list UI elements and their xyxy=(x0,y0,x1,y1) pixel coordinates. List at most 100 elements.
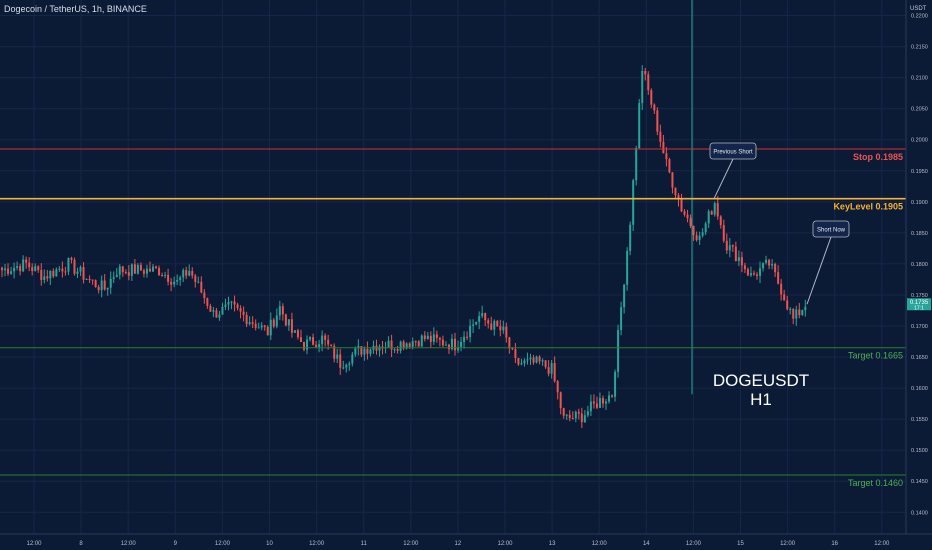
candle-up xyxy=(737,257,740,262)
candle-down xyxy=(28,262,31,268)
candle-down xyxy=(37,266,40,271)
candle-down xyxy=(686,214,689,219)
candle-up xyxy=(130,264,133,276)
candle-up xyxy=(583,415,586,423)
candle-down xyxy=(233,301,236,305)
candle-up xyxy=(106,287,109,290)
candle-down xyxy=(665,153,668,160)
candle-down xyxy=(155,266,158,269)
candle-up xyxy=(586,411,589,416)
candle-down xyxy=(402,341,405,349)
candle-up xyxy=(278,306,281,316)
candle-down xyxy=(40,270,43,281)
candle-down xyxy=(447,344,450,350)
candle-up xyxy=(795,309,798,319)
candle-up xyxy=(405,343,408,349)
candle-down xyxy=(490,323,493,330)
candle-down xyxy=(139,264,142,271)
candle-up xyxy=(309,337,312,340)
candle-up xyxy=(523,360,526,364)
candle-up xyxy=(354,348,357,355)
candle-down xyxy=(650,90,653,105)
candle-up xyxy=(626,250,629,285)
level-label-stop: Stop 0.1985 xyxy=(853,152,903,162)
candle-down xyxy=(496,320,499,327)
candle-up xyxy=(188,270,191,276)
candle-down xyxy=(215,310,218,318)
candle-down xyxy=(64,271,67,273)
candle-up xyxy=(212,310,215,312)
candle-down xyxy=(780,283,783,295)
candle-down xyxy=(161,275,164,277)
candle-up xyxy=(275,315,278,327)
candle-up xyxy=(457,347,460,351)
candle-down xyxy=(303,341,305,350)
candle-down xyxy=(677,195,680,200)
candle-up xyxy=(641,70,644,104)
candle-down xyxy=(517,357,520,365)
price-tick-label: 0.1400 xyxy=(911,510,928,516)
time-tick-label: 12:00 xyxy=(497,541,513,547)
candle-down xyxy=(756,274,758,276)
price-tick-label: 0.2200 xyxy=(911,14,928,20)
candle-up xyxy=(248,322,251,325)
candle-down xyxy=(532,357,535,363)
time-tick-label: 12:00 xyxy=(215,541,231,547)
candle-up xyxy=(182,270,185,278)
candle-up xyxy=(629,224,632,251)
annotation-pointer xyxy=(713,158,734,199)
candle-up xyxy=(318,344,321,347)
candle-down xyxy=(390,340,393,350)
candle-down xyxy=(206,298,209,306)
price-tick-label: 0.1900 xyxy=(911,200,928,206)
candle-down xyxy=(61,268,64,272)
candle-up xyxy=(145,268,148,274)
time-tick-label: 12:00 xyxy=(121,541,137,547)
candle-up xyxy=(79,266,82,272)
candle-down xyxy=(508,337,511,349)
time-tick-label: 12:00 xyxy=(592,541,608,547)
candle-up xyxy=(605,401,607,404)
candle-up xyxy=(164,274,167,276)
candle-up xyxy=(363,348,366,355)
candle-down xyxy=(158,268,161,276)
candle-up xyxy=(463,336,466,342)
candle-up xyxy=(526,359,529,361)
candle-up xyxy=(762,262,765,269)
candle-down xyxy=(683,211,686,215)
candle-up xyxy=(387,340,390,348)
candle-up xyxy=(632,180,635,225)
candle-down xyxy=(752,273,755,275)
candle-up xyxy=(55,269,58,277)
candle-up xyxy=(765,259,768,263)
candle-up xyxy=(221,306,224,315)
annotation-text: Short Now xyxy=(817,228,846,234)
candle-down xyxy=(514,349,517,358)
candle-up xyxy=(342,367,345,369)
price-tick-label: 0.2000 xyxy=(911,138,928,144)
time-tick-label: 15 xyxy=(737,541,744,547)
candle-down xyxy=(438,337,441,340)
candle-down xyxy=(242,311,245,315)
candle-up xyxy=(614,371,617,397)
time-tick-label: 16 xyxy=(831,541,838,547)
candle-up xyxy=(218,314,221,318)
candle-up xyxy=(16,266,19,268)
price-tick-label: 0.1550 xyxy=(911,417,928,423)
candle-up xyxy=(635,148,638,181)
candle-up xyxy=(478,316,481,322)
candle-up xyxy=(4,268,7,271)
candle-down xyxy=(209,305,212,312)
candle-down xyxy=(746,269,749,276)
candle-up xyxy=(529,357,532,360)
price-tick-label: 0.1500 xyxy=(911,448,928,454)
candle-up xyxy=(152,266,154,272)
candle-down xyxy=(716,203,719,217)
candle-up xyxy=(369,349,372,354)
candle-up xyxy=(617,330,620,372)
candle-up xyxy=(85,278,88,280)
candle-down xyxy=(124,272,127,274)
candle-up xyxy=(112,277,115,279)
candle-down xyxy=(547,367,550,374)
